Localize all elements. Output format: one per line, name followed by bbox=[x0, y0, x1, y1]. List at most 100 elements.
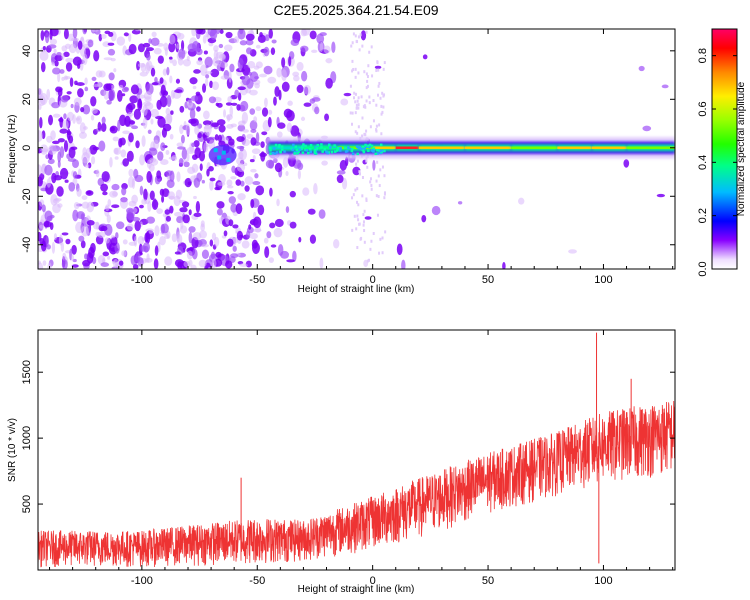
noise-speck bbox=[51, 140, 60, 145]
x-tick-label: 100 bbox=[594, 575, 612, 587]
spectrogram-y-label: Frequency (Hz) bbox=[7, 115, 18, 184]
noise-speck bbox=[97, 254, 106, 265]
ridge-speck bbox=[345, 149, 349, 153]
noise-speck bbox=[146, 60, 153, 71]
x-tick-label: -50 bbox=[249, 274, 265, 286]
noise-speck bbox=[198, 259, 207, 268]
noise-speck bbox=[376, 213, 379, 217]
noise-speck bbox=[76, 82, 85, 86]
noise-speck bbox=[157, 151, 164, 161]
ridge-segment bbox=[418, 146, 465, 150]
noise-speck bbox=[235, 179, 242, 186]
noise-speck bbox=[253, 216, 262, 229]
noise-speck bbox=[266, 231, 272, 239]
noise-speck bbox=[255, 185, 265, 196]
noise-speck bbox=[201, 249, 210, 260]
noise-speck bbox=[159, 235, 166, 246]
ridge-speck bbox=[349, 147, 353, 151]
noise-speck bbox=[375, 69, 378, 73]
noise-speck bbox=[57, 203, 63, 208]
ridge-speck bbox=[379, 143, 383, 147]
noise-speck bbox=[98, 140, 106, 152]
noise-speck bbox=[365, 72, 368, 76]
noise-speck bbox=[244, 185, 250, 192]
noise-speck bbox=[188, 226, 196, 233]
ridge-speck bbox=[358, 146, 362, 149]
noise-speck bbox=[227, 191, 234, 195]
ridge-segment bbox=[338, 146, 373, 150]
noise-speck bbox=[233, 36, 240, 44]
noise-speck bbox=[52, 113, 61, 118]
noise-speck bbox=[72, 56, 82, 66]
noise-speck bbox=[114, 156, 119, 160]
noise-speck bbox=[258, 73, 268, 78]
noise-speck bbox=[226, 179, 233, 187]
noise-speck bbox=[289, 190, 296, 198]
noise-speck bbox=[376, 160, 379, 164]
noise-speck bbox=[236, 104, 241, 111]
snr-line bbox=[38, 400, 675, 568]
noise-speck bbox=[110, 235, 115, 239]
noise-speck bbox=[216, 208, 223, 216]
x-tick-label: 100 bbox=[594, 274, 612, 286]
noise-speck bbox=[220, 75, 230, 80]
noise-speck bbox=[208, 96, 217, 104]
x-tick-label: 50 bbox=[482, 274, 494, 286]
noise-speck bbox=[122, 158, 130, 167]
noise-speck bbox=[128, 120, 136, 125]
noise-speck bbox=[124, 115, 131, 127]
noise-speck bbox=[216, 119, 226, 126]
y-tick-label: 1000 bbox=[21, 426, 33, 450]
noise-speck bbox=[77, 88, 84, 98]
noise-speck bbox=[47, 44, 57, 49]
snr-series bbox=[38, 332, 675, 568]
noise-speck bbox=[118, 260, 124, 266]
noise-speck bbox=[113, 68, 117, 73]
ridge-speck bbox=[269, 152, 272, 155]
noise-speck bbox=[202, 83, 207, 93]
noise-speck bbox=[40, 61, 46, 73]
noise-speck bbox=[57, 72, 61, 83]
noise-speck bbox=[361, 175, 364, 179]
noise-speck bbox=[354, 111, 357, 115]
noise-speck bbox=[252, 242, 260, 255]
noise-speck bbox=[241, 111, 249, 124]
noise-speck bbox=[210, 122, 219, 128]
noise-speck bbox=[84, 77, 88, 85]
noise-speck bbox=[361, 116, 364, 120]
noise-speck bbox=[296, 84, 304, 94]
ridge-speck bbox=[337, 146, 340, 150]
ridge-segment bbox=[268, 146, 304, 150]
noise-speck bbox=[84, 164, 90, 168]
noise-speck bbox=[207, 136, 217, 141]
noise-speck bbox=[211, 258, 217, 269]
noise-speck bbox=[63, 29, 69, 40]
noise-speck bbox=[156, 208, 164, 215]
noise-speck bbox=[108, 72, 115, 81]
chart-title: C2E5.2025.364.21.54.E09 bbox=[273, 2, 438, 18]
noise-speck bbox=[72, 159, 79, 169]
y-tick-label: 500 bbox=[21, 495, 33, 513]
noise-speck bbox=[149, 190, 155, 201]
noise-speck bbox=[147, 129, 152, 135]
noise-speck bbox=[151, 82, 159, 86]
noise-speck bbox=[146, 171, 152, 183]
noise-speck bbox=[303, 102, 312, 107]
noise-speck bbox=[237, 86, 246, 91]
noise-speck bbox=[161, 195, 165, 203]
snr-frame bbox=[37, 329, 676, 571]
ridge-speck bbox=[294, 145, 298, 149]
noise-speck bbox=[192, 85, 197, 90]
noise-speck bbox=[187, 181, 192, 186]
noise-speck bbox=[218, 43, 224, 49]
noise-speck bbox=[263, 65, 273, 75]
noise-speck bbox=[296, 61, 304, 71]
noise-speck bbox=[363, 104, 366, 108]
noise-speck bbox=[211, 81, 220, 90]
noise-speck bbox=[70, 37, 80, 42]
noise-speck bbox=[355, 103, 358, 107]
x-tick-label: 50 bbox=[482, 575, 494, 587]
ridge-speck bbox=[330, 150, 334, 154]
noise-speck bbox=[136, 94, 146, 99]
noise-speck bbox=[58, 117, 64, 123]
